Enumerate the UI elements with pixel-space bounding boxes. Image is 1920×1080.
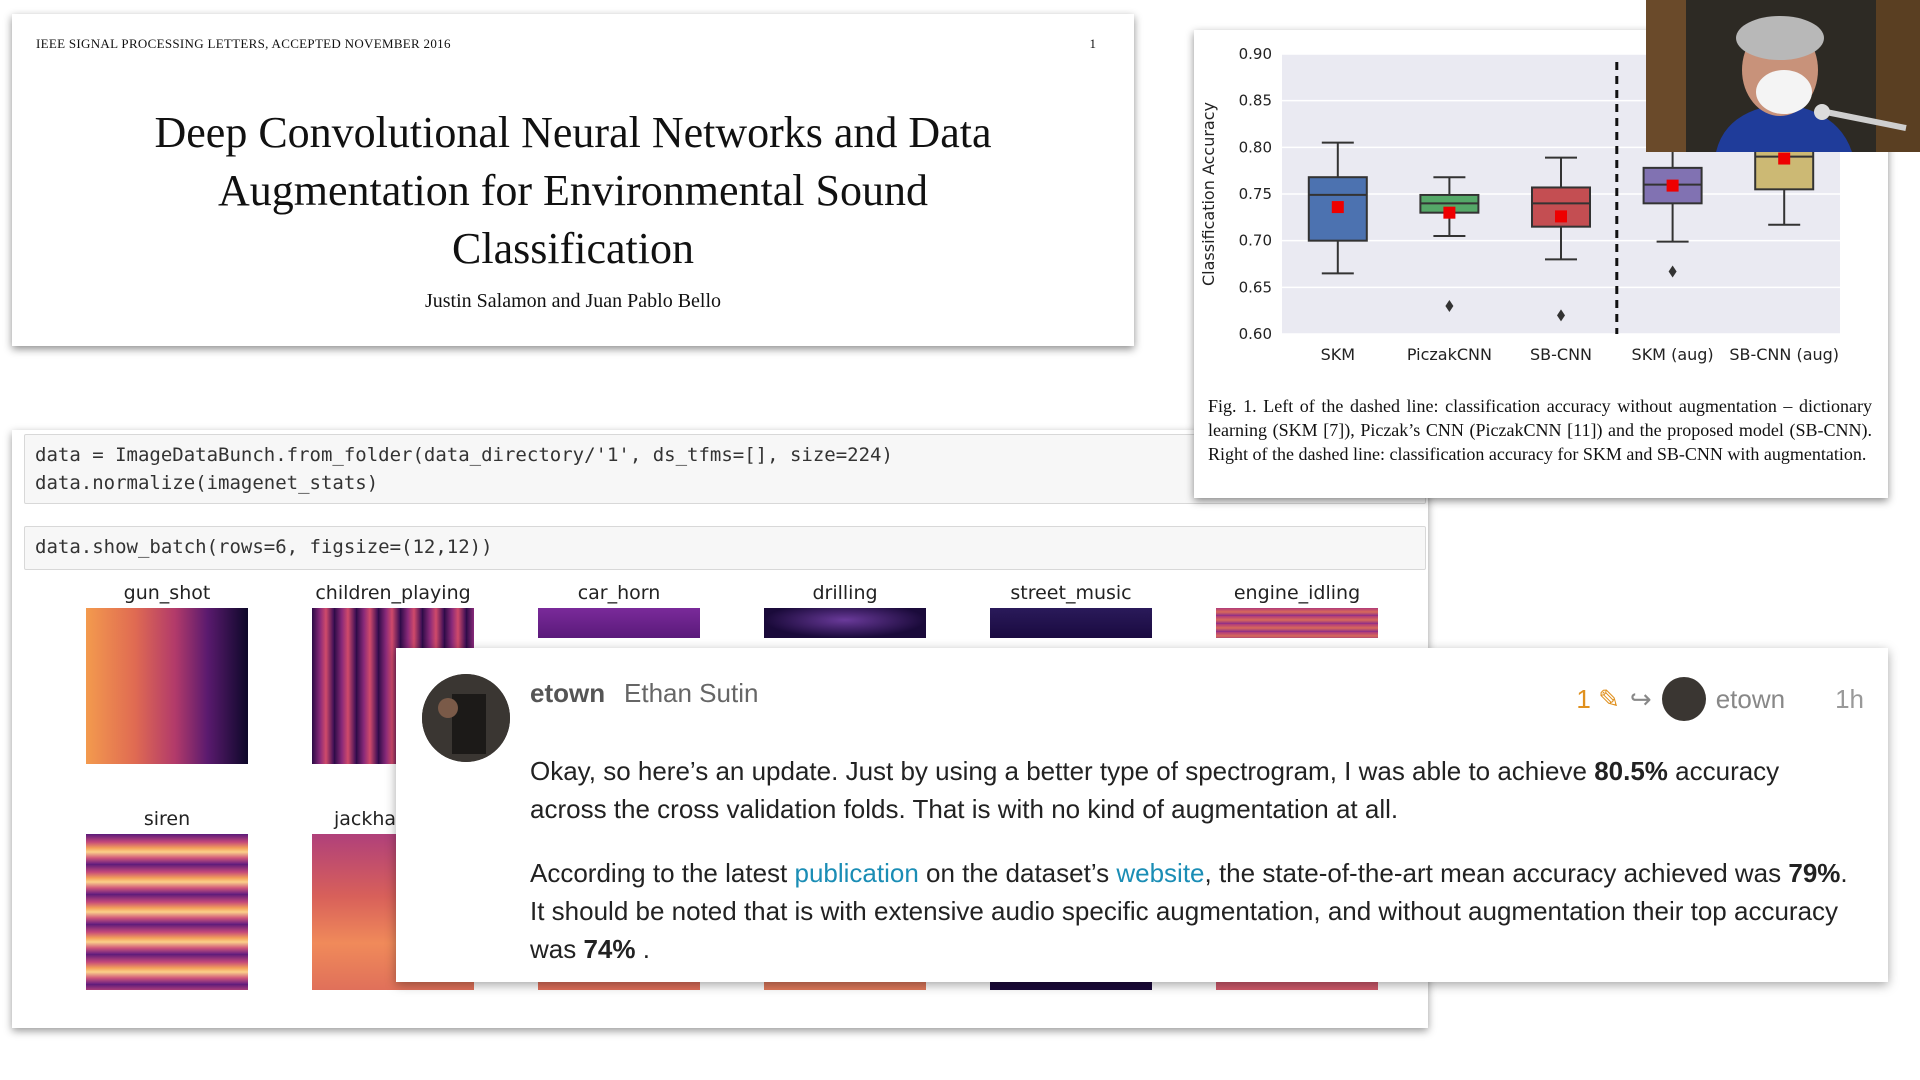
post-username[interactable]: etown: [530, 678, 606, 708]
forum-post: etown Ethan Sutin 1 ✎ ↪ etown 1h Okay, s…: [396, 648, 1888, 982]
x-tick-label: SB-CNN (aug): [1729, 345, 1839, 364]
title-line: Classification: [452, 224, 694, 273]
mean-marker: [1443, 206, 1456, 219]
post-text: . It should be noted that is with extens…: [530, 858, 1848, 964]
outlier-point: [1445, 300, 1454, 312]
post-text-bold: 74%: [583, 934, 636, 964]
mean-marker: [1666, 179, 1679, 192]
post-time[interactable]: 1h: [1835, 683, 1864, 714]
post-meta: 1 ✎ ↪ etown 1h: [1576, 676, 1864, 722]
spectrogram-image: [1216, 608, 1378, 638]
y-tick-label: 0.80: [1239, 138, 1272, 156]
y-tick-label: 0.70: [1239, 232, 1272, 250]
code-cell[interactable]: data.show_batch(rows=6, figsize=(12,12)): [24, 526, 1426, 570]
y-tick-label: 0.75: [1239, 185, 1272, 203]
x-tick-label: SB-CNN: [1530, 345, 1592, 364]
thumb-label: street_music: [1010, 582, 1132, 604]
y-tick-label: 0.85: [1239, 92, 1272, 110]
spectrogram-image: [764, 608, 926, 638]
paper-title: Deep Convolutional Neural Networks and D…: [52, 104, 1094, 278]
journal-header: IEEE SIGNAL PROCESSING LETTERS, ACCEPTED…: [36, 36, 451, 51]
code-cell[interactable]: data = ImageDataBunch.from_folder(data_d…: [24, 434, 1426, 504]
spectrogram-image: [990, 608, 1152, 638]
title-line: Augmentation for Environmental Sound: [218, 166, 928, 215]
spectrogram-image: [86, 834, 248, 990]
paper-title-page: IEEE SIGNAL PROCESSING LETTERS, ACCEPTED…: [12, 14, 1134, 346]
thumb-label: drilling: [812, 582, 878, 604]
x-tick-label: SKM (aug): [1632, 345, 1714, 364]
code-line: data.show_batch(rows=6, figsize=(12,12)): [35, 536, 493, 558]
edit-count: 1: [1576, 683, 1591, 714]
post-text-bold: 79%: [1788, 858, 1841, 888]
y-tick-label: 0.90: [1239, 45, 1272, 63]
spectrogram-thumb: gun_shot: [86, 582, 248, 764]
website-link[interactable]: website: [1116, 858, 1205, 888]
y-axis-label: Classification Accuracy: [1199, 102, 1218, 286]
spectrogram-thumb: drilling: [764, 582, 926, 638]
edit-history-button[interactable]: 1 ✎: [1576, 684, 1620, 715]
paper-authors: Justin Salamon and Juan Pablo Bello: [424, 290, 722, 312]
spectrogram-thumb: car_horn: [538, 582, 700, 638]
x-tick-label: SKM: [1321, 345, 1355, 364]
mean-marker: [1331, 201, 1344, 214]
mean-marker: [1555, 210, 1567, 223]
spectrogram-thumb: street_music: [990, 582, 1152, 638]
figure-caption: Fig. 1. Left of the dashed line: classif…: [1208, 396, 1872, 464]
pencil-icon: ✎: [1598, 683, 1620, 714]
post-text: According to the latest: [530, 858, 795, 888]
post-body: Okay, so here’s an update. Just by using…: [530, 752, 1850, 994]
user-avatar[interactable]: [422, 674, 510, 762]
webcam-video: [1646, 0, 1920, 152]
post-text-bold: 80.5%: [1594, 756, 1668, 786]
page-number: 1: [1089, 36, 1097, 51]
publication-link[interactable]: publication: [794, 858, 919, 888]
thumb-label: jackha: [334, 808, 397, 830]
post-text: , the state-of-the-art mean accuracy ach…: [1204, 858, 1789, 888]
spectrogram-image: [86, 608, 248, 764]
thumb-label: engine_idling: [1233, 582, 1361, 604]
spectrogram-thumb: siren: [86, 808, 248, 990]
reply-to-avatar[interactable]: [1661, 677, 1706, 721]
spectrogram-thumb: engine_idling: [1216, 582, 1378, 638]
x-tick-label: PiczakCNN: [1407, 345, 1492, 364]
spectrogram-image: [538, 608, 700, 638]
paper-figure: 0.90 0.85 0.80 0.75 0.70 0.65 0.60 Classificati…: [1194, 30, 1888, 498]
outlier-point: [1557, 309, 1565, 322]
post-text: Okay, so here’s an update. Just by using…: [530, 756, 1595, 786]
presenter-image: [1646, 0, 1920, 152]
title-line: Deep Convolutional Neural Networks and D…: [154, 108, 992, 157]
code-line: data.normalize(imagenet_stats): [35, 472, 379, 494]
outlier-point: [1668, 265, 1677, 278]
code-line: data = ImageDataBunch.from_folder(data_d…: [35, 444, 893, 466]
thumb-label: gun_shot: [123, 582, 211, 604]
post-text: accuracy across the cross validation fol…: [530, 756, 1780, 824]
thumb-label: children_playing: [315, 582, 471, 604]
post-full-name: Ethan Sutin: [624, 678, 759, 708]
thumb-label: siren: [143, 808, 191, 830]
post-text: .: [635, 934, 650, 964]
reply-arrow-icon: ↪: [1629, 683, 1652, 714]
post-paragraph: According to the latest publication on t…: [530, 854, 1850, 968]
post-paragraph: Okay, so here’s an update. Just by using…: [530, 752, 1850, 828]
post-text: on the dataset’s: [918, 858, 1117, 888]
reply-to-username[interactable]: etown: [1715, 683, 1786, 714]
thumb-label: car_horn: [577, 582, 661, 604]
mean-marker: [1778, 152, 1791, 165]
y-tick-label: 0.60: [1239, 325, 1272, 343]
y-tick-label: 0.65: [1239, 278, 1272, 296]
